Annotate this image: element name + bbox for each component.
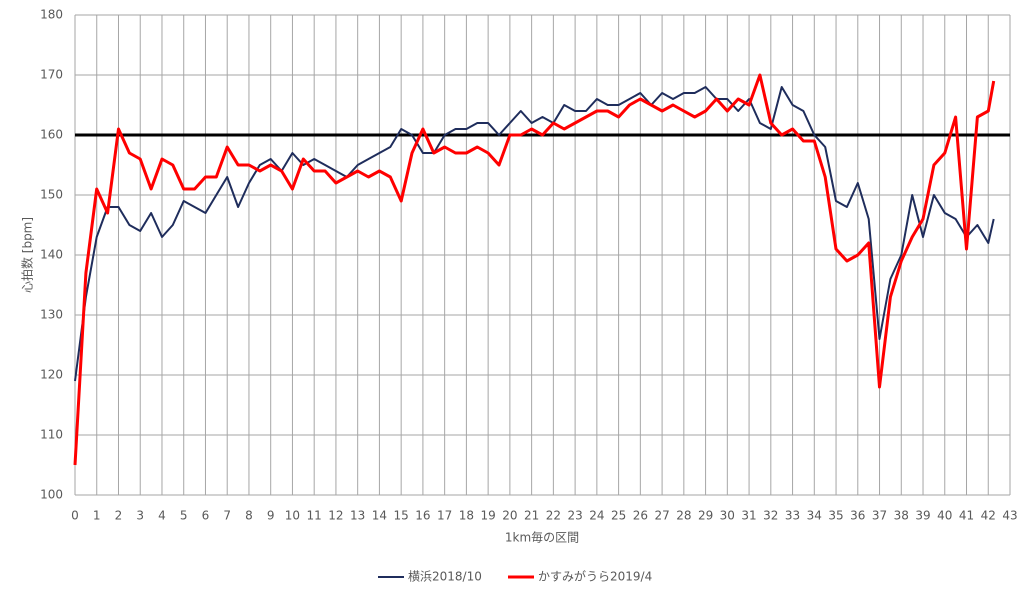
x-tick-label: 3 <box>136 509 144 523</box>
x-tick-label: 19 <box>480 509 495 523</box>
y-tick-label: 170 <box>40 68 63 82</box>
x-tick-label: 2 <box>115 509 123 523</box>
x-tick-label: 37 <box>872 509 887 523</box>
x-tick-label: 40 <box>937 509 952 523</box>
x-tick-label: 4 <box>158 509 166 523</box>
x-tick-label: 24 <box>589 509 604 523</box>
x-tick-label: 7 <box>223 509 231 523</box>
x-tick-label: 0 <box>71 509 79 523</box>
x-tick-label: 8 <box>245 509 253 523</box>
y-axis-title: 心拍数 [bpm] <box>20 217 35 293</box>
y-tick-label: 120 <box>40 368 63 382</box>
x-tick-label: 14 <box>372 509 387 523</box>
x-tick-label: 22 <box>546 509 561 523</box>
x-tick-label: 28 <box>676 509 691 523</box>
x-tick-label: 33 <box>785 509 800 523</box>
x-tick-label: 12 <box>328 509 343 523</box>
x-tick-label: 11 <box>307 509 322 523</box>
y-tick-label: 110 <box>40 428 63 442</box>
x-tick-label: 27 <box>654 509 669 523</box>
x-tick-label: 13 <box>350 509 365 523</box>
x-tick-label: 30 <box>720 509 735 523</box>
y-tick-label: 130 <box>40 308 63 322</box>
y-tick-label: 160 <box>40 128 63 142</box>
y-tick-label: 180 <box>40 8 63 22</box>
x-tick-label: 9 <box>267 509 275 523</box>
x-tick-label: 21 <box>524 509 539 523</box>
x-tick-label: 32 <box>763 509 778 523</box>
y-tick-label: 140 <box>40 248 63 262</box>
x-tick-label: 35 <box>828 509 843 523</box>
x-tick-label: 23 <box>567 509 582 523</box>
y-tick-label: 100 <box>40 488 63 502</box>
x-tick-label: 34 <box>807 509 822 523</box>
x-tick-label: 5 <box>180 509 188 523</box>
series-line <box>74 86 995 382</box>
series-line <box>73 73 996 466</box>
legend-label: 横浜2018/10 <box>408 570 482 584</box>
x-tick-label: 42 <box>981 509 996 523</box>
x-tick-label: 1 <box>93 509 101 523</box>
x-tick-label: 29 <box>698 509 713 523</box>
x-tick-label: 6 <box>202 509 210 523</box>
x-tick-label: 17 <box>437 509 452 523</box>
x-axis-title: 1km毎の区間 <box>505 530 579 545</box>
x-tick-label: 41 <box>959 509 974 523</box>
y-tick-label: 150 <box>40 188 63 202</box>
x-tick-label: 38 <box>894 509 909 523</box>
x-tick-label: 39 <box>915 509 930 523</box>
x-tick-label: 16 <box>415 509 430 523</box>
x-tick-label: 20 <box>502 509 517 523</box>
x-tick-label: 18 <box>459 509 474 523</box>
x-tick-label: 26 <box>633 509 648 523</box>
x-tick-label: 15 <box>394 509 409 523</box>
x-tick-label: 36 <box>850 509 865 523</box>
legend-label: かすみがうら2019/4 <box>538 569 652 584</box>
x-tick-label: 43 <box>1002 509 1017 523</box>
x-tick-label: 10 <box>285 509 300 523</box>
x-tick-label: 25 <box>611 509 626 523</box>
x-tick-label: 31 <box>741 509 756 523</box>
